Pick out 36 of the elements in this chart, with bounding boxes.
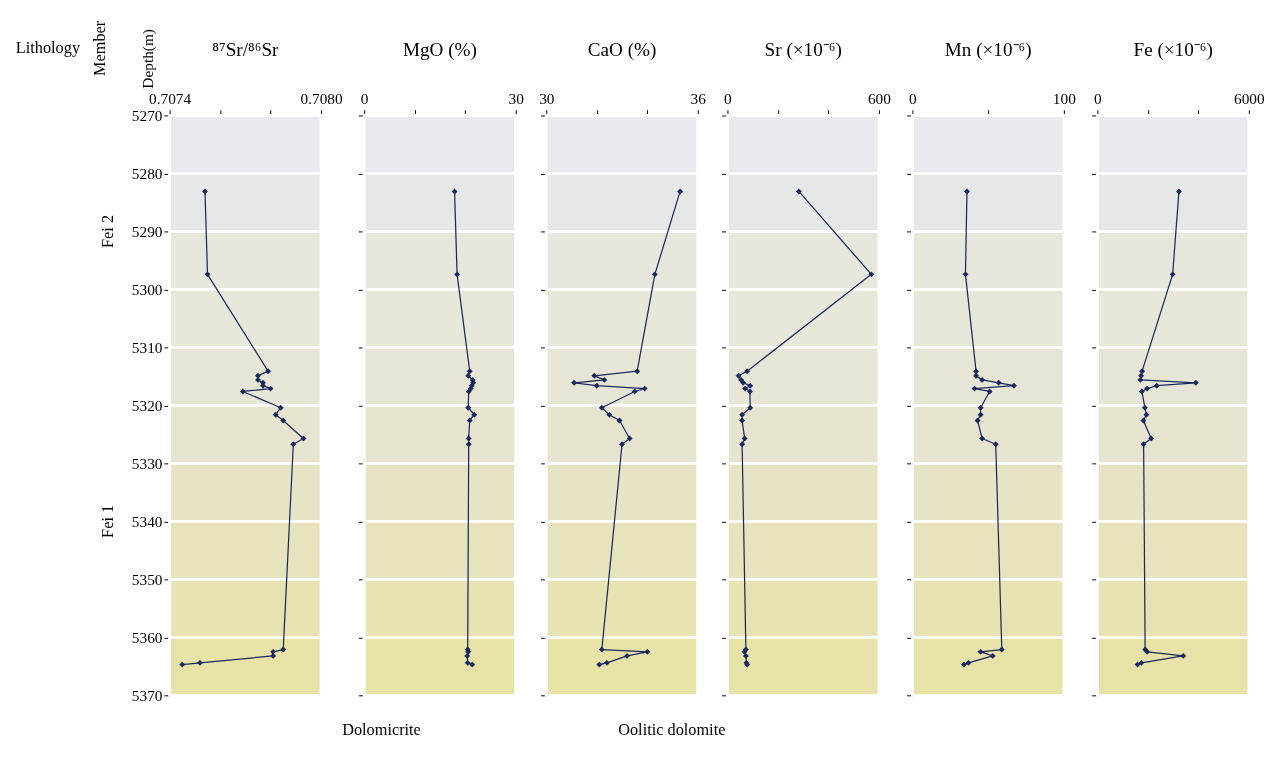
y-tick-label: 5360 xyxy=(131,628,163,646)
x-tick-label: 0 xyxy=(360,90,369,108)
y-tick-label: 5290 xyxy=(131,222,163,240)
y-tick-label: 5340 xyxy=(131,512,163,530)
x-tick-label: 0 xyxy=(724,90,733,108)
y-tick-label: 5320 xyxy=(131,396,163,414)
y-tick-label: 5330 xyxy=(131,454,163,472)
text: Member xyxy=(90,20,110,76)
y-tick-label: 5270 xyxy=(131,106,163,124)
x-tick-label: 6000 xyxy=(1234,90,1266,108)
y-tick-label: 5370 xyxy=(131,686,163,704)
x-tick-label: 0 xyxy=(909,90,918,108)
text: Oolitic dolomite xyxy=(618,719,726,739)
chart-title: CaO (%) xyxy=(587,39,657,62)
x-tick-label: 0.7074 xyxy=(149,90,192,108)
y-tick-label: 5310 xyxy=(131,338,163,356)
x-tick-label: 0 xyxy=(1094,90,1103,108)
x-tick-label: 30 xyxy=(508,90,525,108)
x-tick-label: 36 xyxy=(690,90,707,108)
y-tick-label: 5280 xyxy=(131,164,163,182)
y-tick-label: 5300 xyxy=(131,280,163,298)
chart-title: ⁸⁷Sr/⁸⁶Sr xyxy=(212,39,280,61)
text: Fei 1 xyxy=(98,504,118,538)
text: Dolomicrite xyxy=(342,719,421,739)
x-tick-label: 100 xyxy=(1052,90,1077,108)
text: Lithology xyxy=(15,38,81,58)
text: Fei 2 xyxy=(98,214,118,248)
chart-title: Mn (×10⁻⁶) xyxy=(944,39,1032,62)
chart-title: Fe (×10⁻⁶) xyxy=(1133,39,1213,62)
chart-title: MgO (%) xyxy=(402,39,477,62)
chart-title: Sr (×10⁻⁶) xyxy=(764,39,842,62)
x-tick-label: 600 xyxy=(867,90,892,108)
x-tick-label: 30 xyxy=(539,90,555,108)
y-axis-title: Depth(m) xyxy=(139,29,158,89)
x-tick-label: 0.7080 xyxy=(300,90,343,108)
y-tick-label: 5350 xyxy=(131,570,163,588)
